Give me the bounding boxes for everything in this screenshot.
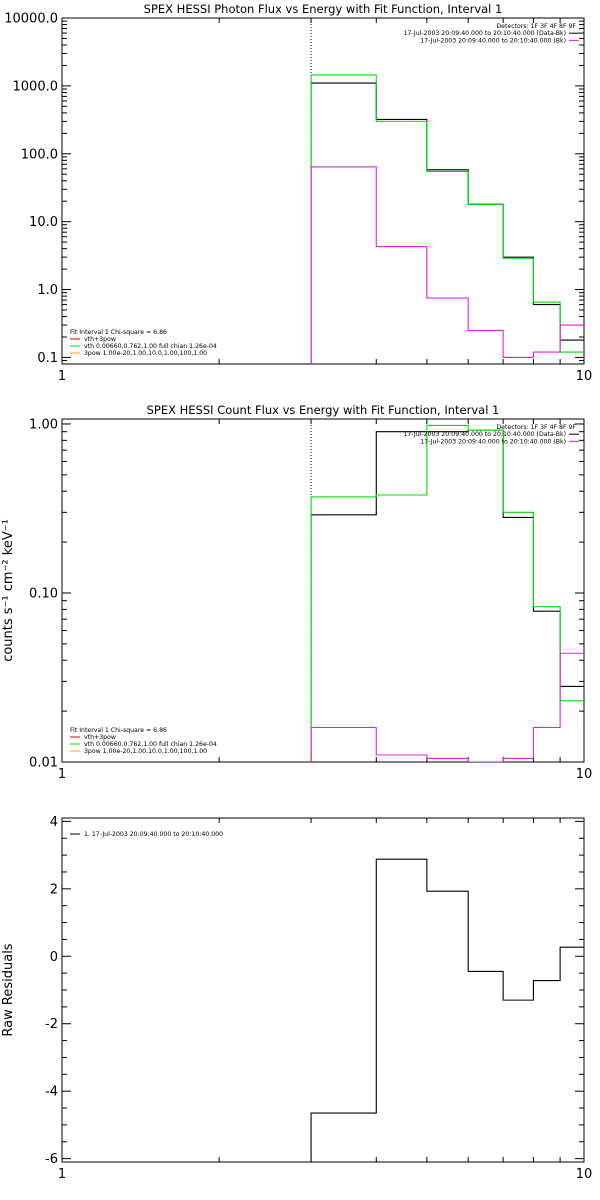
y-axis-label: counts s⁻¹ cm⁻² keV⁻¹ bbox=[1, 519, 16, 662]
legend-entry: vth+3pow bbox=[84, 734, 116, 741]
legend-entry: Detectors: 1F 3F 4F 8F 9F bbox=[496, 23, 576, 30]
series-line-component_a bbox=[310, 166, 584, 364]
plot-area bbox=[310, 858, 584, 1162]
series-line-model_total bbox=[310, 74, 584, 364]
chart-panel-1: SPEX HESSI Photon Flux vs Energy with Fi… bbox=[4, 2, 592, 384]
legend-entry: 17-Jul-2003 20:09:40.000 to 20:10:40.000… bbox=[420, 37, 566, 44]
y-axis-label: Raw Residuals bbox=[1, 943, 16, 1036]
legend-entry: 17-Jul-2003 20:09:40.000 to 20:10:40.000… bbox=[403, 30, 566, 37]
legend-entry: 3pow 1.00e-20,1.00,10.0,1.00,100,1.00 bbox=[84, 748, 207, 755]
y-tick-label: 10.0 bbox=[29, 215, 58, 230]
x-tick-label: 1 bbox=[58, 369, 66, 384]
legend-entry: Detectors: 1F 3F 4F 8F 9F bbox=[496, 424, 576, 431]
plot-area bbox=[310, 424, 584, 762]
x-tick-label: 1 bbox=[58, 767, 66, 782]
x-tick-label: 10 bbox=[576, 767, 593, 782]
y-tick-label: -2 bbox=[45, 1017, 58, 1032]
x-tick-label: 10 bbox=[576, 369, 593, 384]
y-tick-label: 0.1 bbox=[37, 351, 58, 366]
x-tick-label: 10 bbox=[576, 1167, 593, 1182]
chart-title: SPEX HESSI Photon Flux vs Energy with Fi… bbox=[144, 2, 503, 16]
y-tick-label: 2 bbox=[50, 882, 58, 897]
y-tick-label: 1.00 bbox=[29, 417, 58, 432]
legend-entry: vth 0.00660,0.762,1.00 full chian 1.26e-… bbox=[84, 741, 217, 748]
series-line-observed bbox=[310, 82, 584, 364]
y-tick-label: -4 bbox=[45, 1085, 58, 1100]
y-tick-label: 1000.0 bbox=[13, 79, 59, 94]
legend-bottom-left: Fit Interval 1 Chi-square = 6.86vth+3pow… bbox=[70, 329, 217, 357]
legend-entry: Fit Interval 1 Chi-square = 6.86 bbox=[70, 727, 167, 734]
legend-entry: 17-Jul-2003 20:09:40.000 to 20:10:40.000… bbox=[403, 431, 566, 438]
series-line-model_total bbox=[310, 424, 584, 762]
y-tick-label: 0.10 bbox=[29, 586, 58, 601]
plot-frame bbox=[61, 17, 585, 365]
y-tick-label: 0 bbox=[50, 950, 58, 965]
legend-entry: vth 0.00660,0.762,1.00 full chian 1.26e-… bbox=[84, 343, 217, 350]
series-line-observed bbox=[310, 429, 584, 762]
series-line-observed bbox=[310, 858, 584, 1162]
y-tick-label: 4 bbox=[50, 815, 58, 830]
legend-entry: 3pow 1.00e-20,1.00,10.0,1.00,100,1.00 bbox=[84, 350, 207, 357]
legend-entry: vth+3pow bbox=[84, 336, 116, 343]
chart-panel-2: SPEX HESSI Count Flux vs Energy with Fit… bbox=[1, 403, 592, 782]
legend-entry: Fit Interval 1 Chi-square = 6.86 bbox=[70, 329, 167, 336]
y-tick-label: 1.0 bbox=[37, 283, 58, 298]
y-tick-label: -6 bbox=[45, 1152, 58, 1167]
series-line-component_a bbox=[310, 652, 584, 762]
y-tick-label: 10000.0 bbox=[4, 12, 58, 27]
plot-area bbox=[310, 74, 584, 364]
legend-entry: 17-Jul-2003 20:09:40.000 to 20:10:40.000… bbox=[420, 438, 566, 445]
y-tick-label: 100.0 bbox=[21, 147, 58, 162]
plot-frame bbox=[61, 817, 585, 1163]
y-tick-label: 0.01 bbox=[29, 756, 58, 771]
chart-title: SPEX HESSI Count Flux vs Energy with Fit… bbox=[147, 403, 500, 417]
x-tick-label: 1 bbox=[58, 1167, 66, 1182]
plot-frame bbox=[61, 418, 585, 763]
legend-top-left: 1. 17-Jul-2003 20:09:40.000 to 20:10:40.… bbox=[70, 831, 223, 838]
chart-panel-3: Raw Residuals 1 10 -6 -4 -2 0 2 4 1. 17-Jul-2003 … bbox=[1, 815, 592, 1182]
legend-entry: 1. 17-Jul-2003 20:09:40.000 to 20:10:40.… bbox=[84, 831, 223, 838]
legend-bottom-left: Fit Interval 1 Chi-square = 6.86vth+3pow… bbox=[70, 727, 217, 755]
